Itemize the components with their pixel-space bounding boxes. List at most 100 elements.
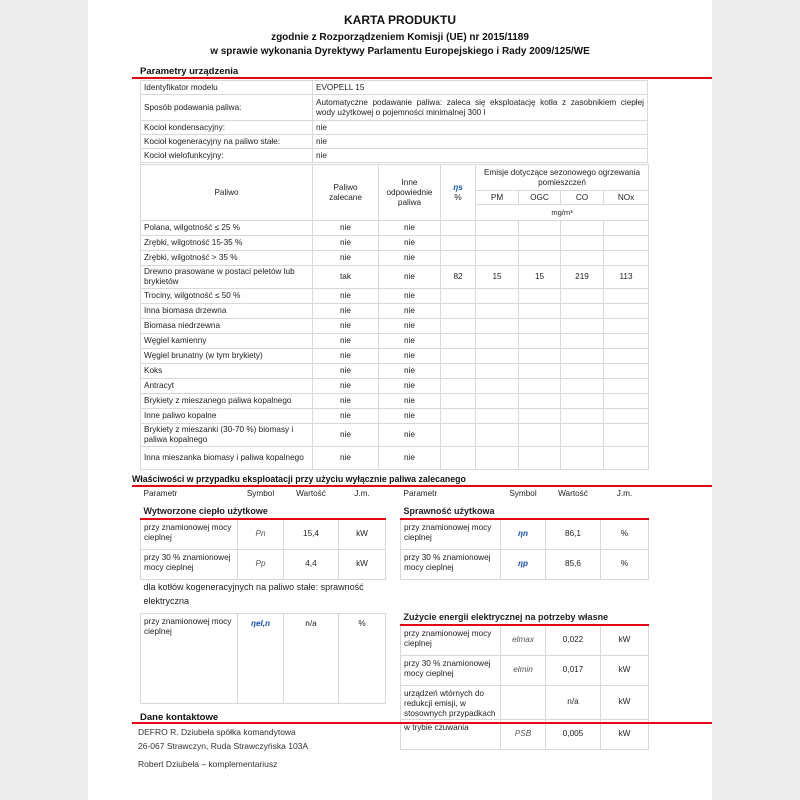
row-label: przy 30 % znamionowej mocy cieplnej — [140, 548, 238, 580]
group-title-row: Zużycie energii elektrycznej na potrzeby… — [400, 579, 649, 626]
fuel-pm — [475, 220, 519, 236]
contact-address: 26-067 Strawczyn, Ruda Strawczyńska 103A — [138, 741, 309, 751]
row-symbol: ηn — [500, 518, 546, 550]
row-value: n/a — [283, 612, 339, 704]
section-contact-title: Dane kontaktowe — [140, 712, 219, 723]
fuel-co — [560, 220, 604, 236]
fuel-co — [560, 333, 604, 349]
row-label: urządzeń wtórnych do redukcji emisji, w … — [400, 684, 501, 720]
fuel-pm — [475, 250, 519, 266]
doc-subtitle-2: w sprawie wykonania Dyrektywy Parlamentu… — [210, 46, 590, 57]
fuel-co — [560, 318, 604, 334]
fuel-name: Antracyt — [140, 378, 313, 394]
fuel-co — [560, 393, 604, 409]
props-table: Parametr Symbol Wartość J.m. Sprawność użytk… — [400, 487, 649, 750]
group-title-row: dla kotłów kogeneracyjnych na paliwo sta… — [141, 579, 386, 613]
fuel-eta — [440, 250, 476, 266]
fuel-rec: nie — [312, 250, 379, 266]
fuel-other: nie — [378, 393, 441, 409]
fuel-row: Inne paliwo kopalne nie nie — [140, 408, 650, 424]
fuel-rec: nie — [312, 303, 379, 319]
row-symbol: Pp — [237, 548, 284, 580]
params-table: Identyfikator modelu EVOPELL 15 Sposób pod… — [140, 80, 648, 163]
fuel-row: Zrębki, wilgotność 15-35 % nie nie — [140, 235, 650, 251]
document-page: KARTA PRODUKTU zgodnie z Rozporządzeniem… — [88, 0, 712, 800]
fuel-pm — [475, 408, 519, 424]
row-symbol — [500, 684, 546, 720]
fuel-pm — [475, 363, 519, 379]
fuel-ogc — [518, 333, 561, 349]
fuel-rec: nie — [312, 318, 379, 334]
fuel-eta — [440, 288, 476, 304]
fuel-rec: nie — [312, 378, 379, 394]
param-row: Kocioł wielofunkcyjny: nie — [140, 148, 648, 163]
row-label: przy znamionowej mocy cieplnej — [400, 518, 501, 550]
fuel-other: nie — [378, 220, 441, 236]
param-column-header: Parametr — [403, 489, 438, 498]
fuel-ogc — [518, 288, 561, 304]
param-value: nie — [312, 148, 648, 163]
row-label: przy znamionowej mocy cieplnej — [140, 518, 238, 550]
fuel-nox: 113 — [602, 265, 650, 289]
row-value: 4,4 — [283, 548, 339, 580]
emission-unit: mg/m³ — [474, 204, 650, 221]
fuel-other: nie — [378, 235, 441, 251]
fuel-rec: nie — [312, 423, 379, 447]
fuel-name: Zrębki, wilgotność 15-35 % — [140, 235, 313, 251]
fuel-rec: nie — [312, 220, 379, 236]
section-props-title: Właściwości w przypadku eksploatacji prz… — [132, 474, 466, 484]
fuel-row: Węgiel brunatny (w tym brykiety) nie nie — [140, 348, 650, 364]
fuel-co: 219 — [560, 265, 604, 289]
fuel-other: nie — [378, 446, 441, 470]
fuel-other: nie — [378, 318, 441, 334]
fuel-ogc — [518, 393, 561, 409]
divider — [132, 722, 712, 724]
fuel-ogc — [518, 348, 561, 364]
fuel-name: Zrębki, wilgotność > 35 % — [140, 250, 313, 266]
group-title-row: Wytworzone ciepło użytkowe — [140, 501, 386, 520]
fuel-ogc — [518, 303, 561, 319]
props-row: urządzeń wtórnych do redukcji emisji, w … — [400, 684, 649, 720]
fuel-eta — [440, 303, 476, 319]
row-unit: kW — [338, 518, 386, 550]
divider — [132, 77, 712, 79]
fuel-name: Inna mieszanka biomasy i paliwa kopalneg… — [140, 446, 313, 470]
fuel-row: Zrębki, wilgotność > 35 % nie nie — [140, 250, 650, 266]
fuel-other: nie — [378, 250, 441, 266]
fuel-nox — [602, 220, 650, 236]
fuel-co — [560, 288, 604, 304]
fuel-ogc — [518, 235, 561, 251]
param-label: Identyfikator modelu — [140, 80, 313, 95]
props-header-row: Parametr Symbol Wartość J.m. — [401, 487, 649, 501]
fuel-pm — [475, 333, 519, 349]
fuel-co — [560, 446, 604, 470]
fuel-nox — [602, 303, 650, 319]
right-props: Parametr Symbol Wartość J.m. Sprawność użytk… — [400, 487, 649, 750]
divider — [132, 485, 712, 487]
row-label: przy 30 % znamionowej mocy cieplnej — [400, 654, 501, 686]
pm-header: PM — [475, 190, 519, 205]
fuel-nox — [602, 288, 650, 304]
fuel-ogc — [518, 318, 561, 334]
left-props: Parametr Symbol Wartość J.m. Wytworzone ciep… — [140, 487, 386, 704]
fuel-rec: nie — [312, 408, 379, 424]
fuel-pm — [475, 318, 519, 334]
fuel-other: nie — [378, 348, 441, 364]
fuel-rec: nie — [312, 348, 379, 364]
param-value: Automatyczne podawanie paliwa: zaleca si… — [312, 94, 648, 121]
fuel-ogc — [518, 220, 561, 236]
fuel-eta — [440, 318, 476, 334]
fuel-rec: nie — [312, 288, 379, 304]
param-value: nie — [312, 134, 648, 149]
fuel-rec: nie — [312, 363, 379, 379]
fuel-nox — [602, 408, 650, 424]
co-header: CO — [560, 190, 604, 205]
row-unit: % — [600, 518, 649, 550]
row-value: 0,017 — [545, 654, 601, 686]
param-value: EVOPELL 15 — [312, 80, 648, 95]
param-value: nie — [312, 120, 648, 135]
unit-column-header: J.m. — [616, 489, 633, 498]
fuel-name: Brykiety z mieszanego paliwa kopalnego — [140, 393, 313, 409]
fuel-eta: 82 — [440, 265, 476, 289]
fuel-eta — [440, 220, 476, 236]
